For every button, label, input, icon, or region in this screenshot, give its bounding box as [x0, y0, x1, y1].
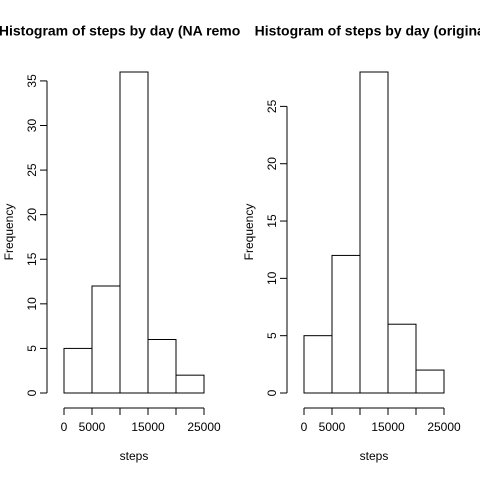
y-tick-label: 35	[25, 74, 39, 88]
bar	[91, 285, 121, 394]
bar	[331, 254, 361, 394]
bar	[175, 374, 205, 394]
bar	[415, 369, 445, 394]
chart-title: Histogram of steps by day (NA removed)	[0, 23, 269, 39]
panel: Histogram of steps by day (original) step…	[242, 23, 480, 463]
x-axis-label: steps	[360, 449, 389, 463]
x-tick-label: 15000	[131, 420, 165, 434]
y-tick-label: 5	[265, 332, 279, 339]
y-tick-label: 15	[265, 214, 279, 228]
x-tick-label: 5000	[319, 420, 346, 434]
chart-title: Histogram of steps by day (original)	[255, 23, 480, 39]
y-tick-label: 25	[25, 163, 39, 177]
y-tick-label: 0	[265, 389, 279, 396]
bar	[359, 71, 389, 394]
panel: Histogram of steps by day (NA removed) st…	[0, 23, 269, 463]
y-tick-label: 25	[265, 99, 279, 113]
bar	[147, 339, 177, 394]
y-tick-label: 20	[25, 208, 39, 222]
y-tick-label: 15	[25, 252, 39, 266]
y-axis-label: Frequency	[2, 204, 16, 261]
bar	[63, 347, 93, 394]
x-tick-label: 0	[61, 420, 68, 434]
y-tick-label: 0	[25, 389, 39, 396]
y-tick-label: 5	[25, 345, 39, 352]
y-tick-label: 20	[265, 157, 279, 171]
y-axis-label: Frequency	[242, 204, 256, 261]
x-tick-label: 25000	[427, 420, 461, 434]
bar	[119, 71, 149, 394]
x-tick-label: 15000	[371, 420, 405, 434]
y-tick-label: 30	[25, 119, 39, 133]
x-tick-label: 0	[301, 420, 308, 434]
x-tick-label: 5000	[79, 420, 106, 434]
bar	[387, 323, 417, 394]
x-axis-label: steps	[120, 449, 149, 463]
y-tick-label: 10	[25, 297, 39, 311]
x-tick-label: 25000	[187, 420, 221, 434]
y-tick-label: 10	[265, 271, 279, 285]
bar	[303, 335, 333, 394]
